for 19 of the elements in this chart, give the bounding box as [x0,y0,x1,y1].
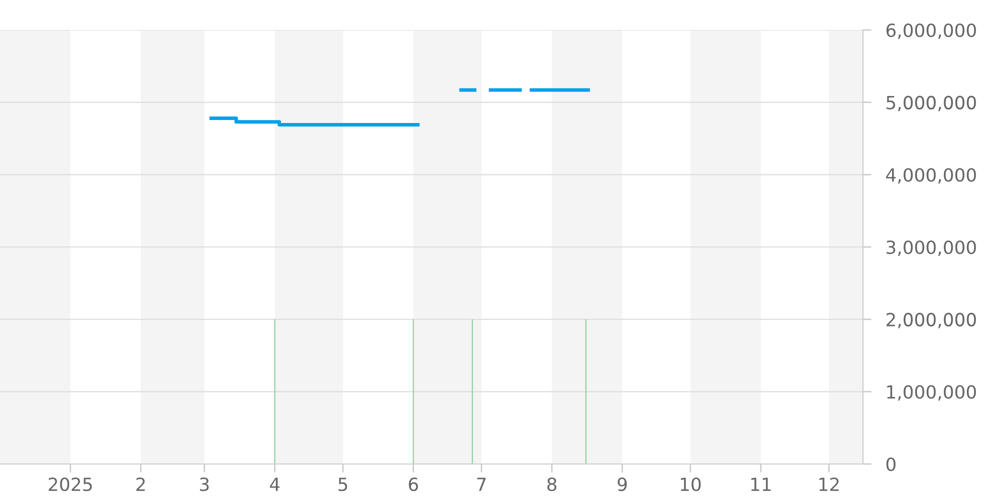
y-tick-label: 2,000,000 [886,312,976,328]
x-tick-label: 6 [408,478,418,492]
y-tick-label: 0 [886,457,896,472]
x-tick-label: 5 [338,478,348,492]
x-tick-label: 8 [547,478,556,492]
y-tick-label: 6,000,000 [886,23,976,39]
y-tick-label: 3,000,000 [886,240,976,256]
y-tick-label: 4,000,000 [886,168,976,184]
x-tick-label: 2025 [48,478,92,492]
y-tick-label: 5,000,000 [886,96,976,112]
x-tick-label: 11 [751,478,771,491]
x-tick-label: 10 [680,478,701,492]
x-tick-label: 12 [819,478,839,491]
x-tick-label: 2 [136,478,145,491]
x-tick-label: 3 [200,478,209,492]
x-tick-label: 7 [477,478,486,491]
y-tick-label: 1,000,000 [887,385,976,401]
x-tick-label: 4 [270,478,280,491]
x-tick-label: 9 [618,478,627,492]
